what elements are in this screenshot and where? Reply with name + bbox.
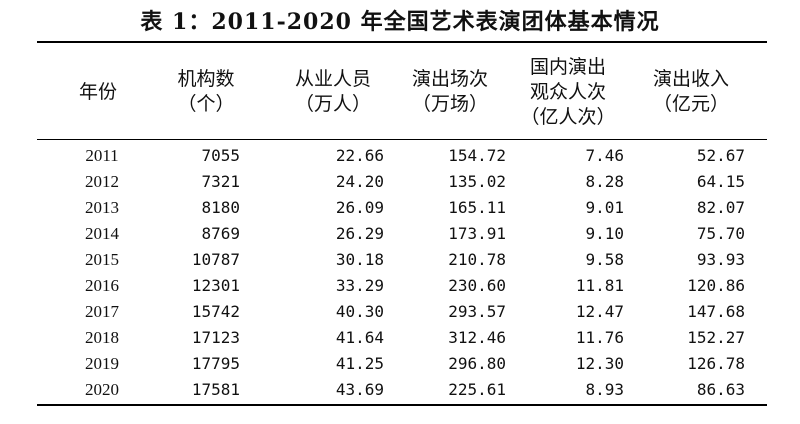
column-header-line: 年份 xyxy=(78,80,117,103)
cell-shows: 165.11 xyxy=(448,198,506,217)
cell-revenue: 120.86 xyxy=(687,276,745,295)
column-header-staff: 从业人员 （万人） xyxy=(253,48,413,136)
cell-orgs: 10787 xyxy=(191,250,240,269)
column-header-line: （亿元） xyxy=(652,93,729,115)
cell-staff: 43.69 xyxy=(335,380,384,399)
header-rule xyxy=(37,139,767,140)
cell-year: 2015 xyxy=(85,250,119,269)
column-header-line: 从业人员 xyxy=(294,68,371,90)
cell-revenue: 126.78 xyxy=(687,354,745,373)
table-title: 表 1：2011-2020 年全国艺术表演团体基本情况 xyxy=(140,9,660,35)
cell-revenue: 147.68 xyxy=(687,302,745,321)
table-row: 2016 12301 33.29 230.60 11.81 120.86 xyxy=(37,273,767,299)
cell-shows: 135.02 xyxy=(448,172,506,191)
cell-revenue: 64.15 xyxy=(696,172,745,191)
cell-revenue: 75.70 xyxy=(696,224,745,243)
cell-revenue: 93.93 xyxy=(696,250,745,269)
column-header-orgs: 机构数 （个） xyxy=(126,48,286,136)
cell-shows: 210.78 xyxy=(448,250,506,269)
cell-shows: 230.60 xyxy=(448,276,506,295)
cell-orgs: 17123 xyxy=(191,328,240,347)
table-row: 2013 8180 26.09 165.11 9.01 82.07 xyxy=(37,195,767,221)
table-row: 2017 15742 40.30 293.57 12.47 147.68 xyxy=(37,299,767,325)
cell-year: 2011 xyxy=(85,146,119,165)
cell-staff: 33.29 xyxy=(335,276,384,295)
column-header-shows: 演出场次 （万场） xyxy=(370,48,530,136)
cell-orgs: 17795 xyxy=(191,354,240,373)
cell-shows: 296.80 xyxy=(448,354,506,373)
cell-year: 2020 xyxy=(85,380,119,399)
cell-audience: 9.58 xyxy=(585,250,624,269)
table-row: 2019 17795 41.25 296.80 12.30 126.78 xyxy=(37,351,767,377)
cell-orgs: 12301 xyxy=(191,276,240,295)
cell-staff: 22.66 xyxy=(335,146,384,165)
cell-revenue: 152.27 xyxy=(687,328,745,347)
table-row: 2014 8769 26.29 173.91 9.10 75.70 xyxy=(37,221,767,247)
cell-year: 2019 xyxy=(85,354,119,373)
cell-staff: 26.09 xyxy=(335,198,384,217)
column-header-line: （亿人次） xyxy=(520,105,616,128)
cell-staff: 40.30 xyxy=(335,302,384,321)
cell-shows: 154.72 xyxy=(448,146,506,165)
table-row: 2011 7055 22.66 154.72 7.46 52.67 xyxy=(37,143,767,169)
cell-staff: 41.25 xyxy=(335,354,384,373)
cell-revenue: 82.07 xyxy=(696,198,745,217)
cell-audience: 12.47 xyxy=(575,302,624,321)
cell-year: 2016 xyxy=(85,276,119,295)
bottom-rule xyxy=(37,404,767,406)
column-header-line: 演出场次 xyxy=(411,68,488,90)
column-header-year: 年份 xyxy=(18,48,178,136)
cell-year: 2013 xyxy=(85,198,119,217)
cell-staff: 24.20 xyxy=(335,172,384,191)
column-header-revenue: 演出收入 （亿元） xyxy=(611,48,771,136)
cell-audience: 12.30 xyxy=(575,354,624,373)
column-header-audience: 国内演出 观众人次 （亿人次） xyxy=(488,48,648,136)
column-header-line: 国内演出 xyxy=(529,55,606,78)
cell-staff: 30.18 xyxy=(335,250,384,269)
cell-orgs: 7055 xyxy=(201,146,240,165)
cell-staff: 41.64 xyxy=(335,328,384,347)
cell-audience: 9.01 xyxy=(585,198,624,217)
column-header-line: （个） xyxy=(177,93,235,115)
cell-audience: 8.28 xyxy=(585,172,624,191)
cell-shows: 312.46 xyxy=(448,328,506,347)
table-row: 2018 17123 41.64 312.46 11.76 152.27 xyxy=(37,325,767,351)
cell-revenue: 86.63 xyxy=(696,380,745,399)
column-header-line: 观众人次 xyxy=(529,80,606,103)
table-body: 2011 7055 22.66 154.72 7.46 52.67 2012 7321 24.2… xyxy=(37,143,767,403)
table-row: 2015 10787 30.18 210.78 9.58 93.93 xyxy=(37,247,767,273)
cell-orgs: 7321 xyxy=(201,172,240,191)
column-header-line: 演出收入 xyxy=(652,68,729,90)
cell-audience: 9.10 xyxy=(585,224,624,243)
column-header-line: （万场） xyxy=(411,93,488,115)
cell-orgs: 17581 xyxy=(191,380,240,399)
column-header-line: 机构数 xyxy=(177,68,235,90)
cell-orgs: 8180 xyxy=(201,198,240,217)
table-row: 2012 7321 24.20 135.02 8.28 64.15 xyxy=(37,169,767,195)
cell-shows: 225.61 xyxy=(448,380,506,399)
cell-audience: 11.81 xyxy=(575,276,624,295)
top-rule xyxy=(37,41,767,43)
cell-year: 2014 xyxy=(85,224,119,243)
cell-audience: 8.93 xyxy=(585,380,624,399)
cell-staff: 26.29 xyxy=(335,224,384,243)
cell-year: 2017 xyxy=(85,302,119,321)
cell-shows: 293.57 xyxy=(448,302,506,321)
cell-orgs: 15742 xyxy=(191,302,240,321)
cell-revenue: 52.67 xyxy=(696,146,745,165)
cell-year: 2012 xyxy=(85,172,119,191)
table-row: 2020 17581 43.69 225.61 8.93 86.63 xyxy=(37,377,767,403)
cell-orgs: 8769 xyxy=(201,224,240,243)
cell-audience: 11.76 xyxy=(575,328,624,347)
column-header-line: （万人） xyxy=(294,93,371,115)
cell-year: 2018 xyxy=(85,328,119,347)
cell-audience: 7.46 xyxy=(585,146,624,165)
cell-shows: 173.91 xyxy=(448,224,506,243)
